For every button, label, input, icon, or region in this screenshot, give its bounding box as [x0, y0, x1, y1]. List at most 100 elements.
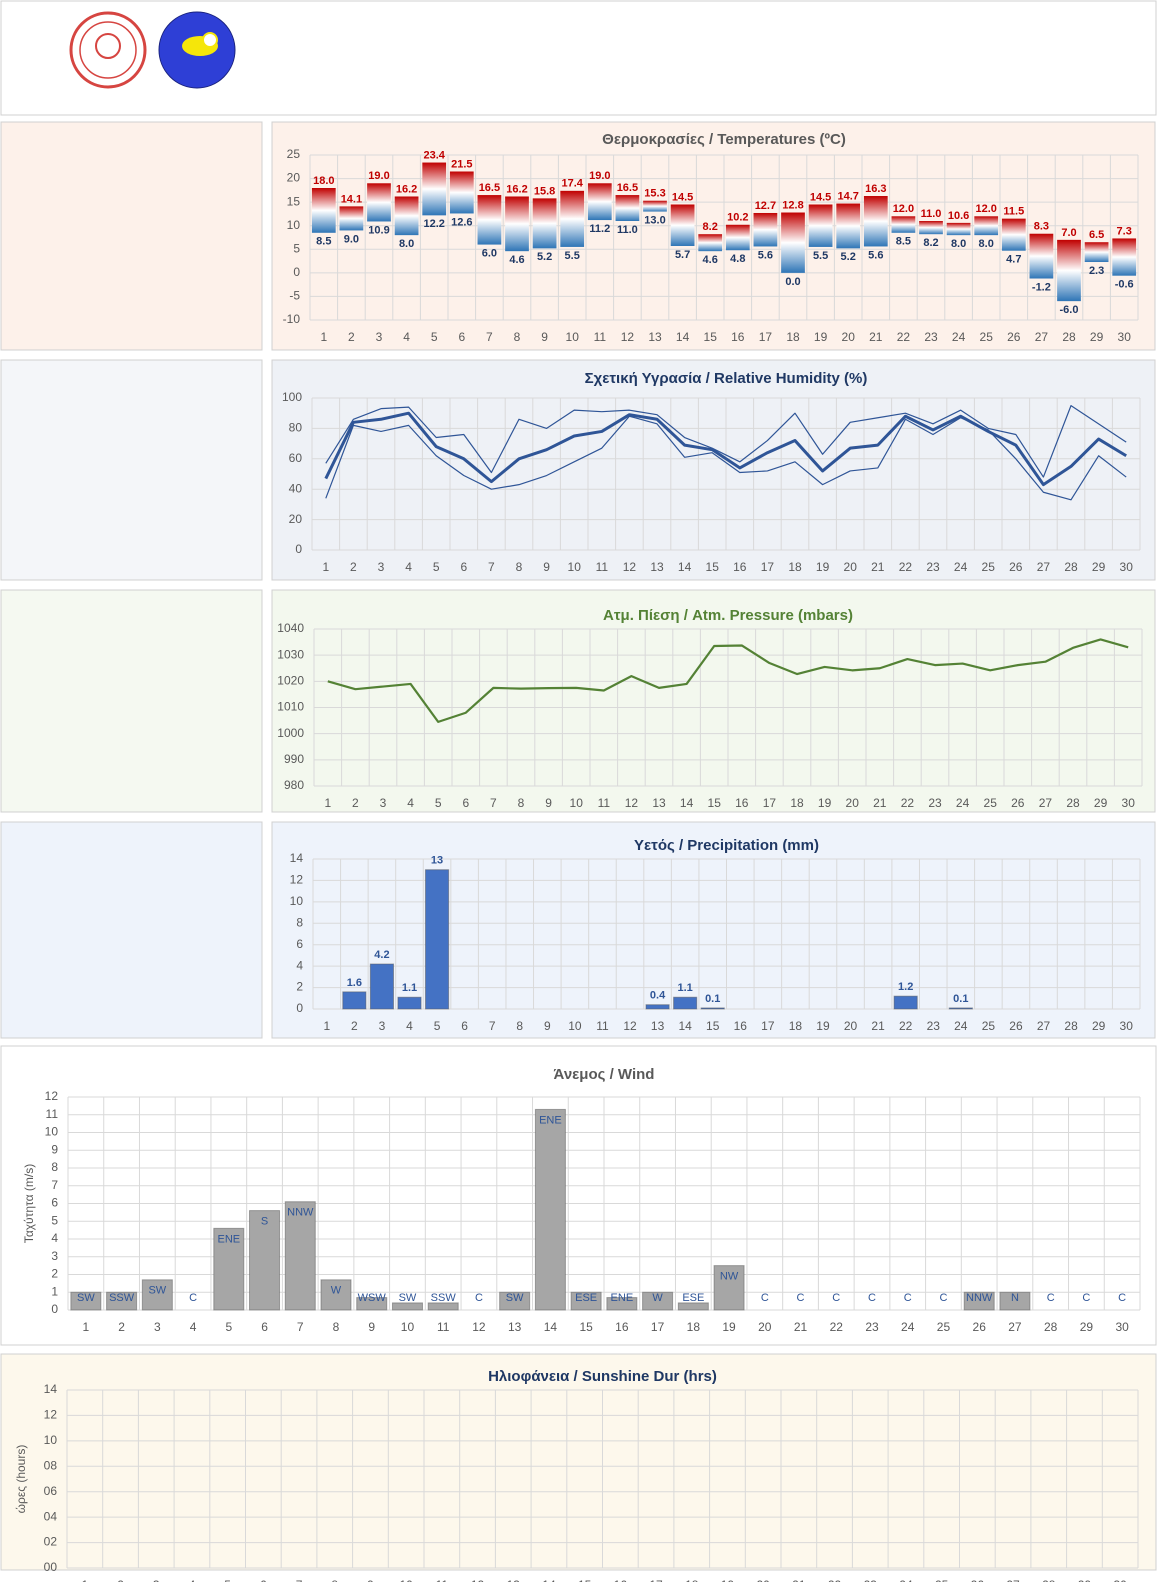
bar: [356, 1297, 388, 1311]
x-tick-label: 22: [901, 796, 915, 810]
x-tick-label: 28: [1066, 796, 1080, 810]
x-tick-label: 3: [154, 1320, 161, 1334]
x-tick-label: 10: [568, 1019, 582, 1033]
line: [327, 638, 1129, 723]
high-label: 19.0: [368, 170, 389, 182]
direction-label: C: [1047, 1292, 1055, 1304]
y-tick-label: 12: [290, 873, 304, 887]
x-tick-label: 28: [1064, 1019, 1078, 1033]
x-tick-label: 7: [296, 1578, 303, 1582]
high-label: 23.4: [423, 149, 445, 161]
direction-label: C: [1118, 1292, 1126, 1304]
x-tick-label: 21: [871, 560, 885, 574]
high-label: 11.0: [921, 208, 942, 220]
x-tick-label: 27: [1035, 330, 1049, 344]
x-tick-label: 18: [685, 1578, 699, 1582]
y-tick-label: 04: [44, 1509, 58, 1523]
x-tick-label: 30: [1118, 330, 1132, 344]
x-tick-label: 23: [928, 796, 942, 810]
x-tick-label: 8: [331, 1578, 338, 1582]
x-tick-label: 10: [570, 796, 584, 810]
x-tick-label: 12: [471, 1578, 485, 1582]
x-tick-label: 23: [926, 560, 940, 574]
x-tick-label: 10: [566, 330, 580, 344]
bar: [320, 1279, 352, 1311]
x-tick-label: 22: [830, 1320, 844, 1334]
low-label: 4.7: [1006, 254, 1021, 266]
x-tick-label: 24: [952, 330, 966, 344]
x-tick-label: 4: [403, 330, 410, 344]
x-tick-label: 20: [756, 1578, 770, 1582]
direction-label: C: [475, 1292, 483, 1304]
y-tick-label: 980: [284, 778, 304, 792]
bar: [427, 1302, 459, 1311]
x-tick-label: 2: [350, 560, 357, 574]
low-label: 8.0: [951, 238, 966, 250]
x-tick-label: 10: [568, 560, 582, 574]
x-tick-label: 28: [1064, 560, 1078, 574]
y-tick-label: 1000: [277, 726, 304, 740]
low-label: 5.2: [841, 251, 856, 263]
x-tick-label: 14: [678, 560, 692, 574]
x-tick-label: 6: [261, 1320, 268, 1334]
x-tick-label: 16: [731, 330, 745, 344]
range-bar: [1001, 218, 1026, 251]
direction-label: ESE: [682, 1292, 704, 1304]
x-tick-label: 29: [1092, 560, 1106, 574]
low-label: 11.2: [589, 223, 610, 235]
high-label: 16.2: [506, 183, 527, 195]
bar: [570, 1291, 602, 1311]
x-tick-label: 12: [472, 1320, 486, 1334]
x-tick-label: 2: [117, 1578, 124, 1582]
y-tick-label: 2: [51, 1267, 58, 1281]
bar: [397, 996, 422, 1010]
x-tick-label: 6: [462, 796, 469, 810]
y-tick-label: 1020: [277, 674, 304, 688]
x-tick-label: 15: [708, 796, 722, 810]
x-tick-label: 13: [652, 796, 666, 810]
bar: [948, 1007, 973, 1010]
bar: [999, 1291, 1031, 1311]
x-tick-label: 15: [706, 1019, 720, 1033]
y-tick-label: 60: [289, 451, 303, 465]
range-bar: [394, 196, 419, 236]
x-tick-label: 10: [401, 1320, 415, 1334]
y-tick-label: 6: [296, 937, 303, 951]
x-tick-label: 25: [935, 1578, 949, 1582]
x-tick-label: 20: [758, 1320, 772, 1334]
x-tick-label: 20: [844, 560, 858, 574]
side-panel: [0, 589, 263, 813]
bar: [106, 1291, 138, 1311]
range-bar: [836, 203, 861, 249]
x-tick-label: 18: [788, 560, 802, 574]
bar: [673, 996, 698, 1010]
direction-label: WSW: [358, 1292, 387, 1304]
x-tick-label: 27: [1037, 1019, 1051, 1033]
x-tick-label: 11: [594, 330, 607, 344]
range-bar: [587, 183, 612, 221]
x-tick-label: 25: [980, 330, 994, 344]
x-tick-label: 26: [1009, 1019, 1023, 1033]
range-bar: [698, 234, 723, 252]
bar: [284, 1201, 316, 1311]
x-tick-label: 7: [490, 796, 497, 810]
high-label: 18.0: [313, 175, 334, 187]
line: [325, 405, 1127, 478]
high-label: 16.5: [617, 182, 638, 194]
x-tick-label: 23: [924, 330, 938, 344]
data-label: 1.6: [347, 977, 362, 989]
x-tick-label: 16: [734, 1019, 748, 1033]
direction-label: ENE: [217, 1233, 240, 1245]
x-tick-label: 3: [378, 560, 385, 574]
high-label: 15.8: [534, 185, 555, 197]
x-tick-label: 14: [678, 1019, 692, 1033]
high-label: 14.5: [810, 191, 831, 203]
range-bar: [422, 162, 447, 216]
y-tick-label: 0: [296, 1001, 303, 1015]
x-tick-label: 2: [352, 796, 359, 810]
direction-label: SW: [506, 1292, 524, 1304]
y-tick-label: 1040: [277, 621, 304, 635]
low-label: 9.0: [344, 233, 359, 245]
y-tick-label: 00: [44, 1560, 58, 1574]
high-label: 19.0: [589, 170, 610, 182]
